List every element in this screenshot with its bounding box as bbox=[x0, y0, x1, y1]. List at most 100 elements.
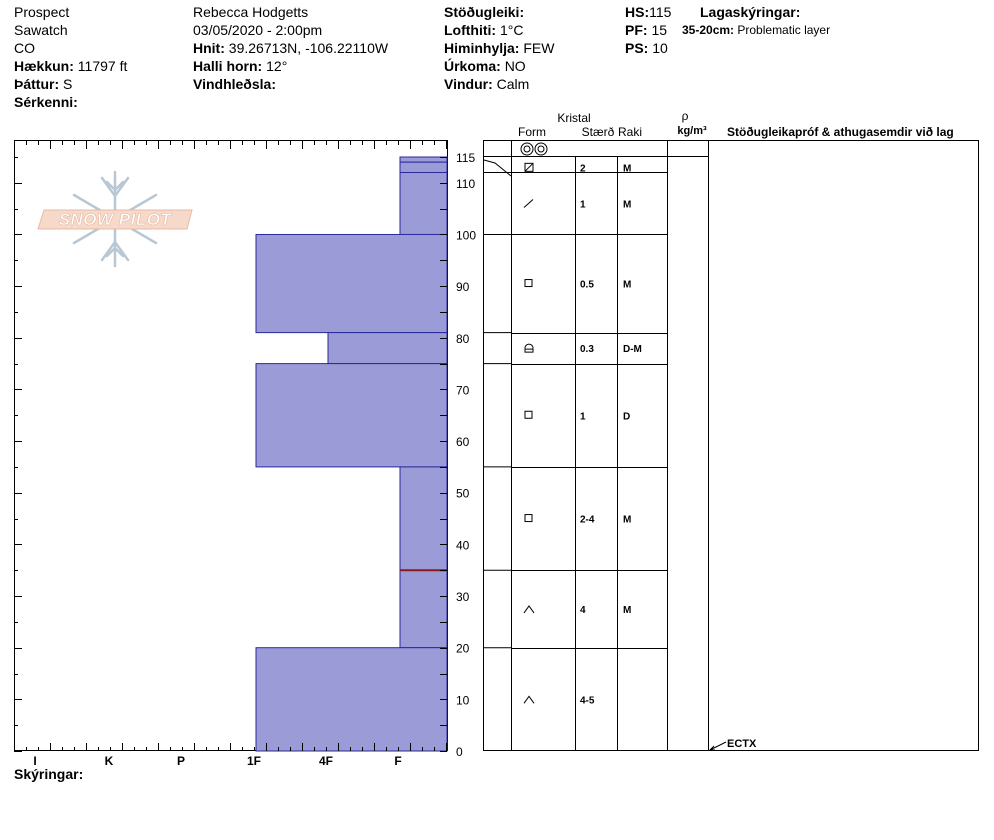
depth-label-10: 10 bbox=[456, 693, 470, 707]
layer-size-6: 1 bbox=[580, 411, 586, 422]
layer-moisture-7: M bbox=[623, 515, 631, 526]
datetime: 03/05/2020 - 2:00pm bbox=[193, 22, 323, 38]
wind-label: Vindur: bbox=[444, 76, 493, 92]
tests-header: Stöðugleikapróf & athugasemdir við lag bbox=[727, 125, 954, 139]
hardness-label-f: F bbox=[394, 754, 401, 768]
layer-bar-9 bbox=[255, 647, 448, 752]
snow-profile-chart: SNOW PILOT I K P 1F 4F F 0 10 20 30 40 50 60 70 80 90 1… bbox=[14, 109, 979, 782]
hs-label: HS: bbox=[625, 4, 650, 20]
aspect-label: Þáttur: bbox=[14, 76, 60, 92]
elevation-value: 11797 ft bbox=[77, 58, 128, 74]
layer-size-9: 4-5 bbox=[580, 695, 595, 706]
hardness-label-i: I bbox=[33, 754, 36, 768]
layer-bar-6 bbox=[255, 363, 448, 468]
layer-size-2: 2 bbox=[580, 163, 586, 174]
surface-hoar-icon bbox=[524, 162, 534, 172]
test-annotation: ECTX bbox=[708, 738, 757, 751]
elevation-label: Hækkun: bbox=[14, 58, 74, 74]
coords-label: Hnit: bbox=[193, 40, 225, 56]
layer-bar-7 bbox=[399, 466, 448, 571]
layer-bar-1 bbox=[399, 156, 448, 163]
header-col2: Rebecca Hodgetts 03/05/2020 - 2:00pm Hni… bbox=[193, 3, 388, 93]
depth-label-80: 80 bbox=[456, 332, 470, 346]
depth-label-30: 30 bbox=[456, 590, 470, 604]
hs-value: 115 bbox=[649, 4, 672, 20]
sky-value: FEW bbox=[523, 40, 555, 56]
faceted-icon bbox=[524, 514, 533, 523]
location: Prospect bbox=[14, 4, 70, 20]
layer-bar-3 bbox=[399, 171, 448, 235]
depth-connector bbox=[483, 159, 512, 177]
faceted-icon bbox=[524, 279, 533, 288]
layer-moisture-2: M bbox=[623, 163, 631, 174]
depth-label-110: 110 bbox=[456, 177, 475, 191]
header-col3: Stöðugleiki: Lofthiti: 1°C Himinhylja: F… bbox=[444, 3, 554, 93]
crystal-header: Kristal bbox=[557, 111, 590, 125]
ps-label: PS: bbox=[625, 40, 649, 56]
layer-moisture-8: M bbox=[623, 605, 631, 616]
rounding-faceted-icon bbox=[524, 343, 534, 353]
layer-moisture-5: D-M bbox=[623, 344, 642, 355]
wind-value: Calm bbox=[496, 76, 530, 92]
state: CO bbox=[14, 40, 35, 56]
layer-bar-8 bbox=[399, 569, 448, 649]
aspect-value: S bbox=[63, 76, 73, 92]
air-temp-value: 1°C bbox=[499, 22, 524, 38]
layer-bar-4 bbox=[255, 233, 448, 334]
wind-loading-label: Vindhleðsla: bbox=[193, 76, 276, 92]
pf-label: PF: bbox=[625, 22, 648, 38]
layer-notes-label: Lagaskýringar: bbox=[700, 4, 801, 20]
layer-size-4: 0.5 bbox=[580, 280, 594, 291]
logo-text: SNOW PILOT bbox=[59, 210, 173, 229]
depth-label-0: 0 bbox=[456, 745, 463, 759]
precip-label: Úrkoma: bbox=[444, 58, 501, 74]
layer-note-range: 35-20cm: bbox=[682, 23, 735, 37]
pf-value: 15 bbox=[651, 22, 668, 38]
depth-label-60: 60 bbox=[456, 435, 470, 449]
header-col5: Lagaskýringar: 35-20cm: Problematic laye… bbox=[682, 3, 830, 39]
hardness-label-1f: 1F bbox=[247, 754, 261, 768]
ps-value: 10 bbox=[652, 40, 668, 56]
observer: Rebecca Hodgetts bbox=[193, 4, 309, 20]
faceted-icon bbox=[524, 410, 533, 419]
air-temp-label: Lofthiti: bbox=[444, 22, 497, 38]
rho-header: ρ bbox=[682, 109, 689, 123]
hardness-label-k: K bbox=[105, 754, 114, 768]
size-header: Stærð bbox=[582, 125, 615, 139]
depth-label-90: 90 bbox=[456, 280, 470, 294]
snowpilot-logo: SNOW PILOT bbox=[37, 170, 193, 268]
layer-bar-5 bbox=[327, 332, 448, 365]
density-unit-header: kg/m³ bbox=[677, 125, 707, 137]
layer-size-7: 2-4 bbox=[580, 515, 595, 526]
stability-label: Stöðugleiki: bbox=[444, 4, 525, 20]
layer-bar-2 bbox=[399, 161, 448, 173]
layer-size-5: 0.3 bbox=[580, 344, 594, 355]
precip-value: NO bbox=[504, 58, 526, 74]
decomposing-icon bbox=[523, 199, 534, 208]
depth-label-115: 115 bbox=[456, 151, 475, 165]
header-col1: Prospect Sawatch CO Hækkun: 11797 ft Þát… bbox=[14, 3, 127, 111]
depth-label-50: 50 bbox=[456, 487, 470, 501]
depth-label-70: 70 bbox=[456, 383, 470, 397]
moisture-header: Raki bbox=[618, 125, 642, 139]
slope-value: 12° bbox=[266, 58, 288, 74]
layer-moisture-4: M bbox=[623, 280, 631, 291]
slope-label: Halli horn: bbox=[193, 58, 263, 74]
form-header: Form bbox=[518, 125, 546, 139]
coords-value: 39.26713N, -106.22110W bbox=[228, 40, 389, 56]
depth-label-40: 40 bbox=[456, 538, 470, 552]
features-label: Sérkenni: bbox=[14, 94, 78, 110]
layer-moisture-6: D bbox=[623, 411, 630, 422]
layer-moisture-3: M bbox=[623, 199, 631, 210]
test-result-label: ECTX bbox=[727, 738, 757, 750]
sky-label: Himinhylja: bbox=[444, 40, 520, 56]
layer-table-frame bbox=[483, 140, 979, 751]
depth-label-20: 20 bbox=[456, 642, 470, 656]
mountain-range: Sawatch bbox=[14, 22, 68, 38]
hardness-label-4f: 4F bbox=[319, 754, 333, 768]
layer-size-3: 1 bbox=[580, 199, 586, 210]
precip-particle-icon bbox=[520, 142, 548, 156]
depth-hoar-icon bbox=[523, 605, 535, 614]
legend-label: Skýringar: bbox=[14, 766, 83, 782]
header-col4: HS:115 PF: 15 PS: 10 bbox=[625, 3, 671, 57]
